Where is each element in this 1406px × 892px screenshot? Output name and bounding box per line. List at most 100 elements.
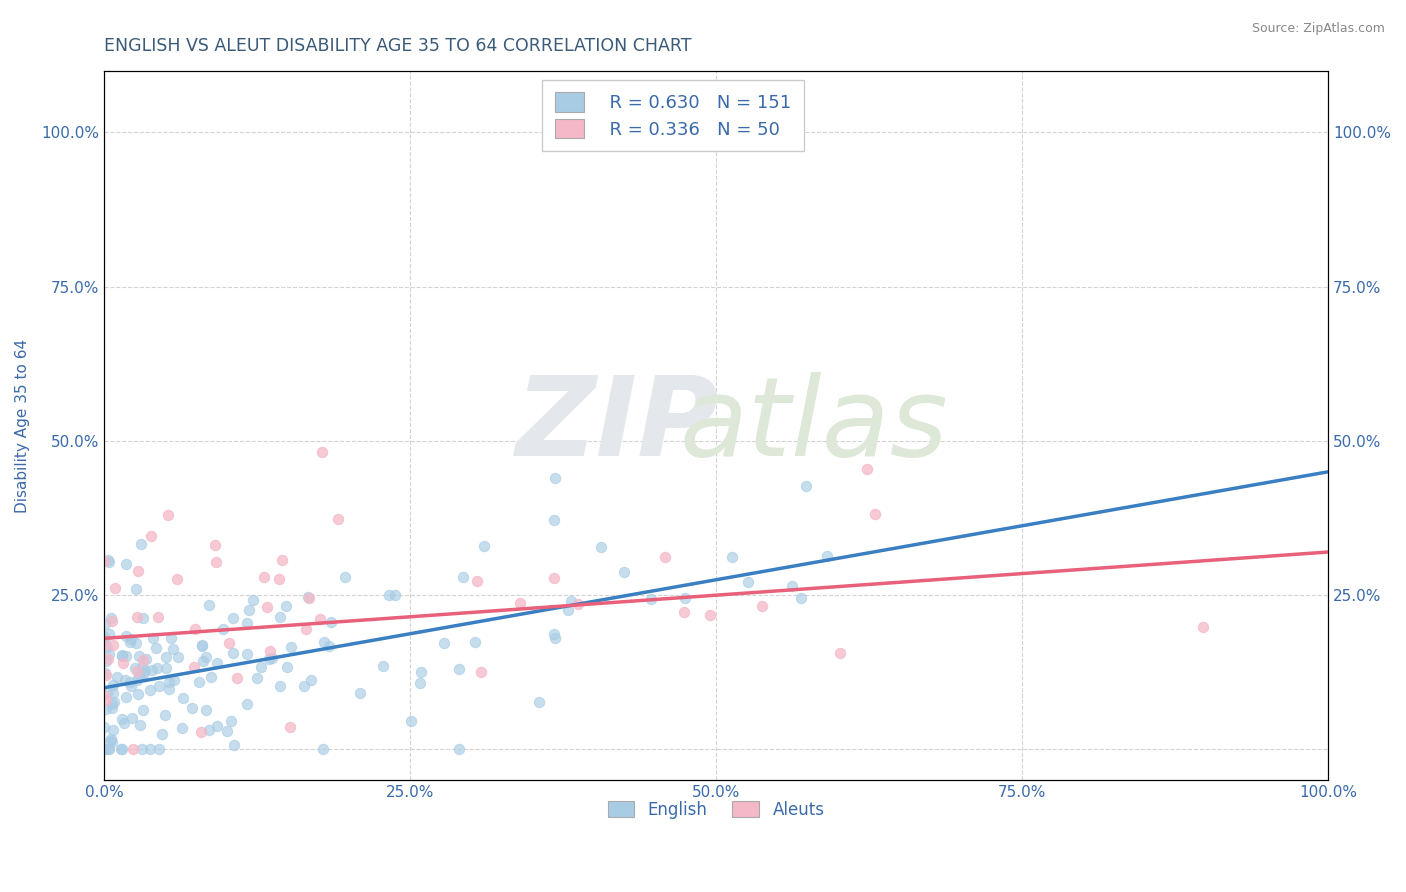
Point: [141, 663, 163, 677]
Point: [103, 695, 125, 709]
Point: [131, 659, 153, 673]
Point: [274, 599, 297, 613]
Point: [101, 735, 124, 749]
Point: [451, 570, 474, 584]
Point: [195, 703, 218, 717]
Point: [204, 538, 226, 552]
Point: [589, 540, 612, 554]
Point: [311, 445, 333, 459]
Point: [103, 638, 125, 652]
Point: [142, 631, 165, 645]
Point: [259, 643, 281, 657]
Point: [560, 593, 582, 607]
Point: [134, 665, 156, 680]
Point: [153, 708, 176, 723]
Point: [673, 605, 696, 619]
Point: [125, 610, 148, 624]
Point: [543, 571, 565, 585]
Point: [226, 672, 249, 686]
Point: [191, 654, 214, 668]
Point: [139, 682, 162, 697]
Point: [101, 723, 124, 738]
Point: [181, 701, 204, 715]
Point: [447, 742, 470, 756]
Point: [297, 591, 319, 605]
Point: [146, 661, 169, 675]
Point: [236, 647, 259, 661]
Point: [187, 675, 209, 690]
Point: [129, 669, 152, 683]
Point: [544, 631, 567, 645]
Point: [156, 508, 179, 522]
Point: [780, 579, 803, 593]
Point: [160, 632, 183, 646]
Point: [259, 651, 281, 665]
Point: [249, 659, 271, 673]
Point: [111, 648, 134, 663]
Point: [399, 714, 422, 728]
Point: [170, 721, 193, 735]
Point: [318, 639, 340, 653]
Point: [470, 665, 492, 680]
Point: [93, 742, 115, 756]
Point: [195, 649, 218, 664]
Point: [411, 665, 433, 680]
Point: [132, 611, 155, 625]
Point: [790, 591, 813, 606]
Point: [112, 715, 135, 730]
Point: [172, 690, 194, 705]
Point: [94, 617, 117, 632]
Point: [93, 630, 115, 644]
Point: [464, 635, 486, 649]
Point: [100, 731, 122, 746]
Point: [409, 676, 432, 690]
Point: [319, 615, 342, 629]
Point: [1192, 620, 1215, 634]
Point: [384, 588, 406, 602]
Point: [221, 611, 243, 625]
Point: [98, 627, 121, 641]
Point: [104, 582, 127, 596]
Point: [124, 582, 146, 596]
Point: [93, 742, 115, 756]
Point: [101, 697, 124, 711]
Point: [96, 686, 118, 700]
Point: [557, 603, 579, 617]
Point: [157, 675, 180, 690]
Point: [127, 564, 149, 578]
Point: [148, 742, 170, 756]
Point: [114, 648, 136, 663]
Point: [373, 658, 395, 673]
Point: [93, 689, 115, 703]
Point: [167, 649, 190, 664]
Point: [114, 690, 136, 705]
Point: [856, 461, 879, 475]
Point: [183, 659, 205, 673]
Point: [197, 598, 219, 612]
Point: [162, 641, 184, 656]
Point: [101, 686, 124, 700]
Text: Source: ZipAtlas.com: Source: ZipAtlas.com: [1251, 22, 1385, 36]
Point: [97, 553, 120, 567]
Point: [543, 626, 565, 640]
Point: [205, 719, 228, 733]
Point: [125, 673, 148, 687]
Point: [447, 662, 470, 676]
Point: [299, 673, 322, 687]
Point: [474, 539, 496, 553]
Point: [276, 660, 298, 674]
Point: [737, 574, 759, 589]
Point: [139, 742, 162, 756]
Point: [238, 603, 260, 617]
Point: [613, 565, 636, 579]
Point: [863, 507, 886, 521]
Point: [96, 640, 118, 654]
Point: [96, 655, 118, 669]
Point: [135, 651, 157, 665]
Point: [98, 734, 121, 748]
Point: [163, 673, 186, 687]
Point: [312, 742, 335, 756]
Point: [222, 739, 245, 753]
Point: [198, 723, 221, 738]
Point: [292, 679, 315, 693]
